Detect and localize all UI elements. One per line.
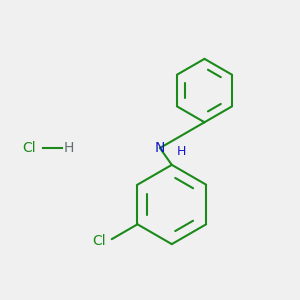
Text: H: H xyxy=(64,141,74,155)
Text: Cl: Cl xyxy=(92,234,106,248)
Text: N: N xyxy=(155,141,165,155)
Text: Cl: Cl xyxy=(22,141,36,155)
Text: H: H xyxy=(177,146,186,158)
